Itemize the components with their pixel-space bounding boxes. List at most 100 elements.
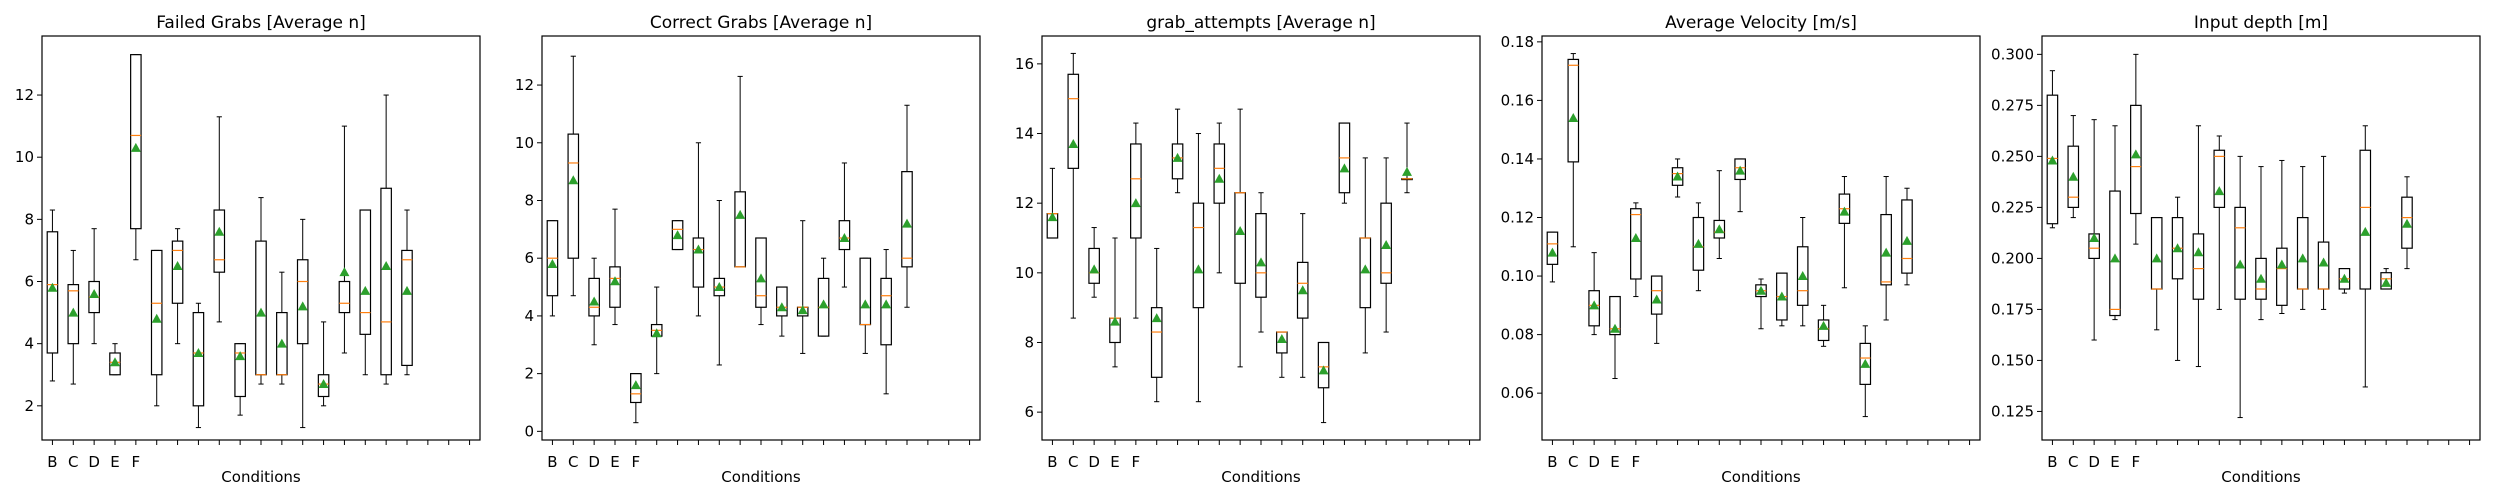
- chart-panel-2: Correct Grabs [Average n] 0 2 4 6 8 10 12 B C D E F C…: [515, 13, 981, 486]
- mean-marker: [1151, 313, 1162, 323]
- box-2: [1067, 52, 1080, 319]
- box-7: [1171, 108, 1184, 194]
- mean-marker: [714, 282, 725, 292]
- x-tick-label: F: [1132, 453, 1141, 471]
- x-tick-label: D: [1588, 453, 1600, 471]
- mean-marker: [735, 209, 746, 219]
- x-tick-label: B: [2047, 453, 2057, 471]
- mean-marker: [1818, 320, 1829, 330]
- box-17: [380, 94, 392, 385]
- mean-marker: [2402, 218, 2412, 228]
- iqr-box: [171, 240, 184, 304]
- mean-marker: [318, 379, 329, 389]
- box-10: [234, 343, 246, 416]
- box-17: [1880, 176, 1892, 321]
- chart-title: grab_attempts [Average n]: [1146, 13, 1375, 33]
- box-14: [2317, 155, 2330, 310]
- box-8: [692, 142, 705, 317]
- box-8: [192, 302, 205, 429]
- x-tick-label: E: [2110, 453, 2119, 471]
- mean-marker: [2047, 155, 2058, 165]
- y-tick-label: 8: [24, 210, 34, 228]
- mean-marker: [1089, 264, 1100, 274]
- mean-marker: [839, 233, 850, 242]
- mean-marker: [68, 307, 79, 317]
- mean-marker: [1402, 166, 1412, 176]
- y-tick-label: 0.250: [1991, 147, 2034, 165]
- box-13: [1296, 213, 1309, 378]
- x-tick-label: C: [2068, 453, 2078, 471]
- mean-marker: [651, 328, 662, 338]
- x-tick-label: F: [632, 453, 641, 471]
- iqr-box: [2276, 247, 2288, 306]
- mean-marker: [881, 299, 892, 309]
- iqr-box: [2234, 206, 2246, 300]
- x-tick-label: C: [1568, 453, 1578, 471]
- box-14: [1317, 341, 1330, 424]
- y-tick-label: 6: [1024, 403, 1034, 421]
- y-tick-label: 4: [24, 335, 34, 353]
- mean-marker: [1860, 358, 1871, 368]
- mean-marker: [1276, 334, 1287, 343]
- box-12: [2276, 159, 2288, 314]
- box-11: [1755, 278, 1767, 330]
- y-tick-label: 10: [15, 148, 34, 166]
- x-tick-label: B: [547, 453, 557, 471]
- box-4: [2109, 125, 2121, 321]
- iqr-box: [1234, 192, 1246, 284]
- mean-marker: [297, 301, 308, 311]
- mean-marker: [2110, 253, 2120, 263]
- y-tick-label: 2: [524, 365, 534, 383]
- box-15: [1838, 176, 1851, 289]
- mean-marker: [1130, 198, 1141, 208]
- chart-panel-5: Input depth [m] 0.125 0.150 0.175 0.200 0.225…: [1991, 13, 2481, 486]
- box-10: [2234, 155, 2246, 419]
- box-17: [1380, 157, 1392, 333]
- mean-marker: [610, 276, 620, 286]
- iqr-box: [46, 231, 59, 354]
- x-tick-label: C: [1068, 453, 1078, 471]
- mean-marker: [797, 305, 808, 315]
- y-tick-label: 6: [524, 249, 534, 267]
- x-tick-label: D: [588, 453, 600, 471]
- iqr-box: [880, 277, 892, 346]
- mean-marker: [1672, 171, 1683, 181]
- y-tick-label: 0.225: [1991, 198, 2034, 216]
- box-15: [2338, 268, 2351, 294]
- y-tick-label: 0.12: [1501, 209, 1534, 227]
- y-tick-label: 0.06: [1501, 384, 1534, 402]
- x-tick-label: C: [68, 453, 78, 471]
- box-6: [1150, 247, 1163, 403]
- x-tick-label: D: [1088, 453, 1100, 471]
- box-13: [796, 220, 809, 354]
- mean-marker: [193, 347, 204, 357]
- x-tick-label: D: [2088, 453, 2100, 471]
- box-18: [901, 104, 913, 308]
- box-5: [2130, 53, 2142, 245]
- box-8: [1192, 133, 1205, 403]
- box-5: [1130, 122, 1142, 319]
- box-18: [1901, 187, 1913, 286]
- box-11: [255, 197, 267, 385]
- box-9: [1213, 122, 1226, 274]
- iqr-box: [338, 280, 351, 314]
- iqr-box: [1130, 143, 1142, 239]
- box-10: [734, 75, 746, 268]
- y-tick-label: 10: [515, 134, 534, 152]
- mean-marker: [1630, 233, 1641, 242]
- mean-marker: [2089, 233, 2100, 242]
- y-tick-label: 4: [524, 307, 534, 325]
- box-7: [1671, 158, 1684, 198]
- mean-marker: [693, 244, 704, 254]
- box-2: [67, 249, 80, 385]
- box-15: [1338, 122, 1351, 204]
- chart-title: Correct Grabs [Average n]: [650, 13, 872, 33]
- mean-marker: [1776, 291, 1787, 301]
- box-6: [1650, 275, 1663, 344]
- box-6: [150, 249, 163, 407]
- box-1: [1546, 231, 1559, 283]
- mean-marker: [1214, 173, 1225, 183]
- box-15: [338, 125, 351, 354]
- mean-marker: [276, 338, 287, 348]
- box-3: [2088, 119, 2100, 341]
